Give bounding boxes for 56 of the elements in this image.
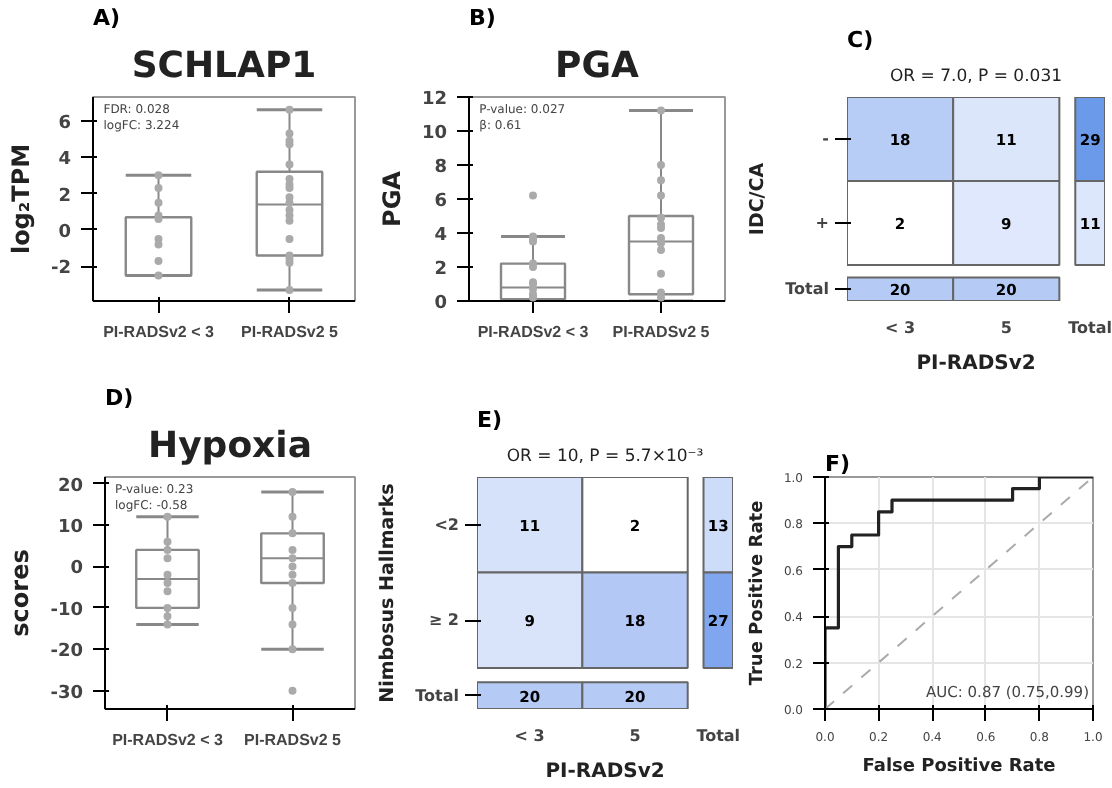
chart-title: SCHLAP1	[131, 45, 317, 87]
chart-title: Hypoxia	[148, 425, 312, 467]
y-tick-label: 2	[434, 260, 448, 280]
x-tick-label: 5	[629, 727, 642, 745]
y-axis-title: True Positive Rate	[747, 500, 768, 686]
text: E)	[477, 407, 503, 433]
x-tick-label: Total	[1068, 319, 1112, 337]
x-tick-label: PI-RADSv2 5	[244, 731, 343, 749]
y-tick-label: Total	[785, 280, 830, 299]
text: B)	[469, 5, 496, 31]
x-tick-label: PI-RADSv2 5	[241, 323, 340, 341]
y-axis-title: log₂TPM	[7, 143, 35, 255]
y-tick-label: -20	[50, 642, 84, 663]
y-tick-label: -30	[50, 683, 84, 704]
y-tick-label: 0	[58, 222, 72, 243]
y-tick-label: <2	[434, 515, 460, 534]
x-axis-title: PI-RADSv2	[916, 353, 1036, 375]
y-tick-label: Total	[415, 686, 460, 705]
y-tick-label: 20	[57, 476, 84, 497]
x-tick-label: Total	[696, 727, 741, 745]
y-tick-label: -2	[51, 259, 71, 280]
y-tick-label: 4	[58, 150, 72, 171]
text: A)	[93, 5, 121, 31]
y-tick-label: 0	[70, 559, 84, 580]
y-tick-label: 6	[434, 192, 448, 212]
y-axis-title: PGA	[377, 169, 406, 227]
x-axis-title: PI-RADSv2	[545, 761, 665, 783]
chart-title: PGA	[555, 45, 640, 87]
x-tick-label: PI-RADSv2 < 3	[103, 323, 215, 341]
y-axis-title: scores	[6, 549, 35, 637]
y-tick-label: 4	[434, 226, 448, 246]
chart-title: OR = 7.0, P = 0.031	[889, 67, 1063, 87]
y-tick-label: 2	[58, 186, 72, 207]
y-tick-label: 10	[57, 518, 84, 539]
chart-title: OR = 10, P = 5.7×10⁻³	[506, 447, 704, 467]
y-tick-label: 6	[58, 113, 72, 134]
y-tick-label: -10	[50, 600, 84, 621]
text: C)	[847, 27, 874, 53]
y-axis-title: IDC/CA	[747, 161, 770, 236]
x-tick-label: < 3	[885, 319, 916, 337]
x-tick-label: PI-RADSv2 < 3	[477, 323, 590, 341]
y-tick-label: 12	[421, 90, 448, 110]
x-tick-label: 5	[1000, 319, 1013, 337]
x-tick-label: PI-RADSv2 5	[612, 323, 711, 341]
x-tick-label: < 3	[514, 727, 545, 745]
y-tick-label: 8	[434, 158, 448, 178]
x-axis-title: False Positive Rate	[862, 757, 1056, 777]
y-axis-title: Nimbosus Hallmarks	[377, 482, 400, 703]
y-tick-label: -	[822, 129, 830, 148]
x-tick-label: PI-RADSv2 < 3	[112, 731, 224, 749]
text: D)	[105, 385, 134, 411]
y-tick-label: ≥ 2	[428, 611, 460, 630]
y-tick-label: 10	[421, 124, 448, 144]
y-tick-label: 0	[434, 294, 448, 314]
annotation: F)	[825, 451, 851, 477]
y-tick-label: +	[815, 213, 829, 232]
